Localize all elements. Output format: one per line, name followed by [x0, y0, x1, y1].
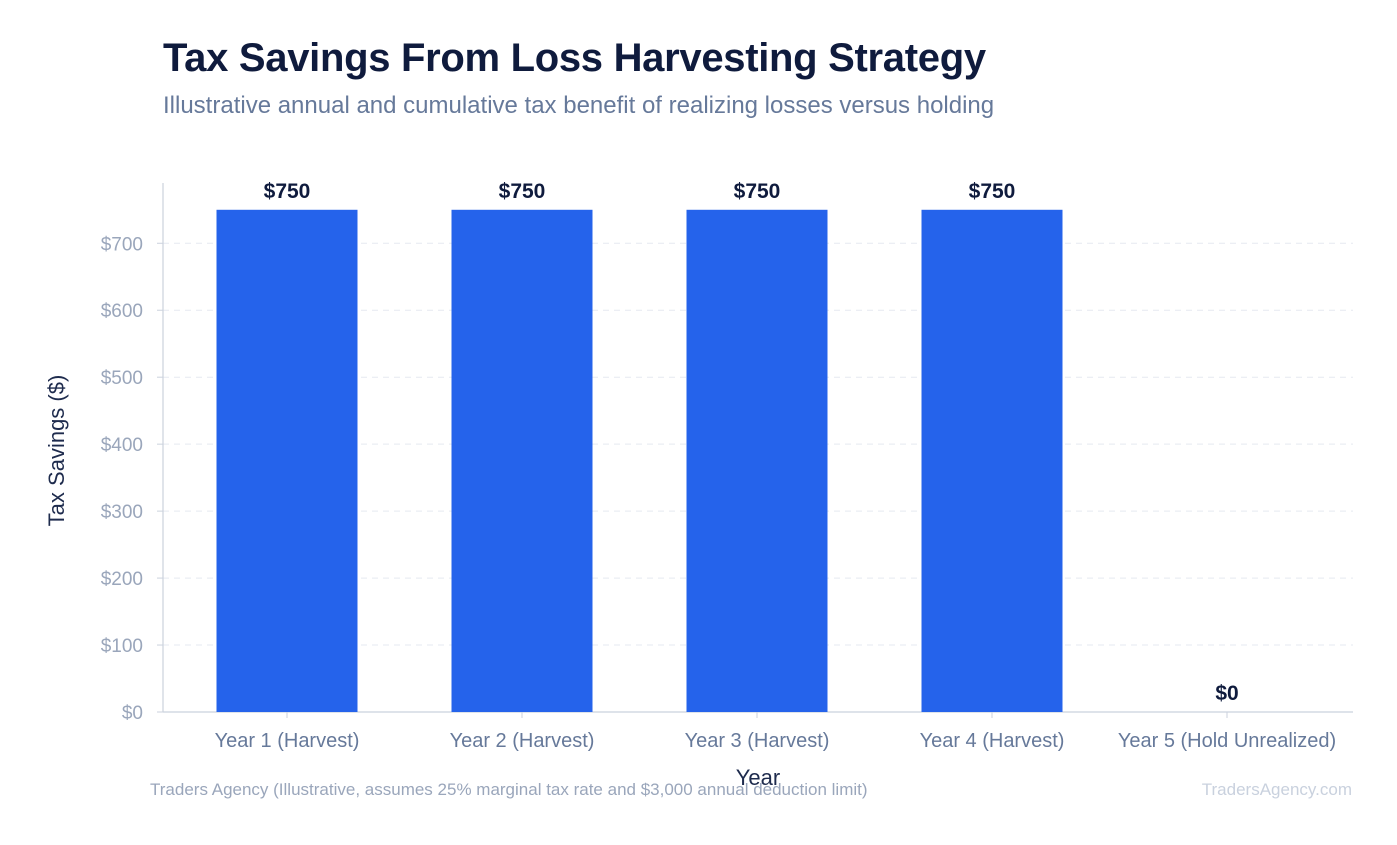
y-axis-title: Tax Savings ($) — [44, 375, 69, 527]
y-tick-label: $0 — [122, 703, 143, 724]
y-tick-label: $700 — [101, 234, 143, 255]
bar — [921, 209, 1063, 713]
x-tick-label: Year 1 (Harvest) — [215, 730, 360, 752]
data-label: $750 — [969, 180, 1016, 203]
data-label: $750 — [264, 180, 311, 203]
y-tick-label: $100 — [101, 636, 143, 657]
source-note: Traders Agency (Illustrative, assumes 25… — [150, 780, 868, 799]
watermark: TradersAgency.com — [1201, 780, 1352, 799]
y-tick-label: $400 — [101, 435, 143, 456]
data-label: $750 — [499, 180, 546, 203]
x-tick-label: Year 2 (Harvest) — [450, 730, 595, 752]
data-label: $750 — [734, 180, 781, 203]
bar — [216, 209, 358, 713]
x-axis-title: Year — [736, 765, 780, 790]
data-label: $0 — [1215, 682, 1238, 705]
chart-title: Tax Savings From Loss Harvesting Strateg… — [163, 36, 986, 80]
chart-subtitle: Illustrative annual and cumulative tax b… — [163, 92, 995, 119]
y-tick-label: $600 — [101, 301, 143, 322]
bar — [451, 209, 593, 713]
y-tick-label: $500 — [101, 368, 143, 389]
x-tick-label: Year 5 (Hold Unrealized) — [1118, 730, 1336, 752]
bar — [686, 209, 828, 713]
x-tick-label: Year 4 (Harvest) — [920, 730, 1065, 752]
y-tick-label: $300 — [101, 502, 143, 523]
x-tick-label: Year 3 (Harvest) — [685, 730, 830, 752]
y-tick-label: $200 — [101, 569, 143, 590]
